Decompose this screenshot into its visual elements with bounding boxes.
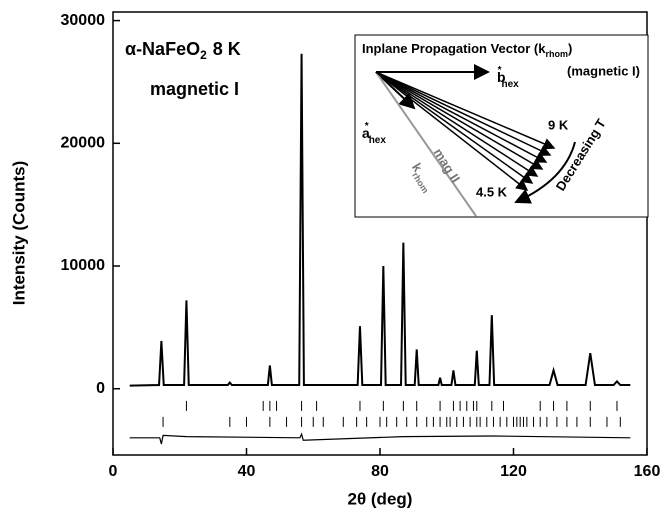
inset-title-sub: rhom — [545, 49, 568, 59]
series-line — [129, 432, 631, 445]
a-sup: * — [365, 121, 369, 132]
x-tick-label: 120 — [500, 463, 527, 480]
phase-label: magnetic I — [150, 79, 239, 99]
y-tick-label: 10000 — [61, 257, 106, 274]
high-t: 9 K — [548, 117, 569, 132]
y-tick-label: 30000 — [61, 12, 106, 29]
annotation: α-NaFeO2 8 K — [125, 39, 241, 62]
b-main: b — [497, 69, 506, 85]
compound-sub: 2 — [200, 48, 207, 62]
x-tick-label: 0 — [109, 463, 118, 480]
b-label: b* hex — [497, 65, 519, 90]
trend-arrow — [514, 141, 576, 204]
series-line — [129, 53, 631, 387]
inset-title-end: ) — [568, 41, 572, 56]
fan-arrows — [375, 71, 556, 191]
y-axis-label: Intensity (Counts) — [9, 161, 28, 306]
b-sup: * — [498, 65, 502, 76]
compound: α-NaFeO — [125, 39, 200, 59]
x-tick-label: 40 — [238, 463, 256, 480]
inset-title: Inplane Propagation Vector (krhom) — [362, 41, 572, 59]
a-label: a*hex — [362, 121, 386, 146]
k-line — [375, 71, 477, 217]
x-tick-label: 160 — [634, 463, 661, 480]
low-t: 4.5 K — [476, 184, 508, 199]
y-tick-label: 0 — [96, 380, 105, 397]
a-arrow — [375, 71, 416, 110]
a-sub: hex — [369, 135, 387, 146]
b-sub: hex — [501, 79, 519, 90]
x-tick-label: 80 — [371, 463, 389, 480]
temperature: 8 K — [213, 39, 241, 59]
y-tick-label: 20000 — [61, 135, 106, 152]
inset-subtitle: (magnetic I) — [567, 63, 640, 78]
a-main: a — [362, 125, 370, 141]
inset: Inplane Propagation Vector (krhom) (magn… — [354, 34, 649, 218]
inset-title-main: Inplane Propagation Vector (k — [362, 41, 546, 56]
x-axis-label: 2θ (deg) — [348, 489, 413, 508]
